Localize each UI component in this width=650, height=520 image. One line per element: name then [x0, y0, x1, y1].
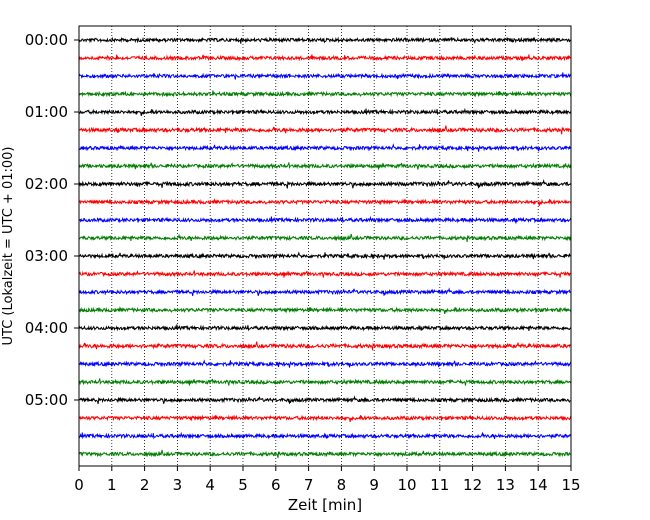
trace-0400	[78, 324, 572, 332]
trace-0030	[78, 72, 572, 80]
trace-0015	[78, 54, 572, 62]
x-tick-label-7: 7	[304, 476, 314, 494]
trace-0430	[78, 359, 572, 368]
x-tick-label-2: 2	[140, 476, 150, 494]
y-axis-label: UTC (Lokalzeit = UTC + 01:00)	[1, 147, 16, 346]
trace-0530	[78, 431, 572, 440]
trace-0445	[78, 378, 572, 386]
trace-0100	[78, 107, 572, 116]
trace-0130	[78, 143, 572, 152]
x-tick-label-8: 8	[337, 476, 347, 494]
x-tick-label-0: 0	[74, 476, 84, 494]
y-axis-ticks: 00:00 01:00 02:00 03:00 04:00 05:00	[25, 31, 79, 409]
trace-0330	[78, 287, 572, 297]
trace-0515	[78, 414, 572, 422]
trace-0300	[78, 251, 572, 260]
trace-0315	[78, 270, 572, 278]
x-tick-label-4: 4	[205, 476, 215, 494]
y-tick-label-3: 03:00	[25, 247, 68, 265]
x-tick-label-10: 10	[397, 476, 416, 494]
x-tick-label-14: 14	[529, 476, 548, 494]
x-axis-label: Zeit [min]	[288, 496, 362, 514]
y-tick-label-4: 04:00	[25, 319, 68, 337]
y-tick-label-0: 00:00	[25, 31, 68, 49]
trace-0230	[78, 215, 572, 225]
vertical-grid	[111, 26, 539, 466]
x-tick-label-3: 3	[173, 476, 183, 494]
trace-0545	[78, 449, 572, 459]
x-tick-label-5: 5	[238, 476, 248, 494]
x-tick-label-11: 11	[430, 476, 449, 494]
x-tick-label-1: 1	[107, 476, 117, 494]
x-tick-label-9: 9	[369, 476, 379, 494]
trace-0045	[78, 90, 572, 98]
y-tick-label-1: 01:00	[25, 103, 68, 121]
x-axis-ticks: 0 1 2 3 4 5 6 7 8 9 10 11 12 13 14 15	[74, 466, 581, 494]
trace-0500	[78, 395, 572, 405]
seismogram-traces	[78, 36, 572, 459]
trace-0115	[78, 125, 572, 135]
trace-0200	[78, 178, 572, 189]
trace-0215	[78, 198, 572, 207]
trace-0415	[78, 341, 572, 351]
y-tick-label-2: 02:00	[25, 175, 68, 193]
x-tick-label-15: 15	[561, 476, 580, 494]
x-tick-label-6: 6	[271, 476, 281, 494]
trace-0145	[78, 162, 572, 170]
plot-frame	[78, 25, 572, 467]
trace-0345	[78, 306, 572, 314]
trace-0245	[78, 233, 572, 242]
trace-0000	[78, 36, 572, 44]
x-tick-label-13: 13	[496, 476, 515, 494]
x-tick-label-12: 12	[463, 476, 482, 494]
y-tick-label-5: 05:00	[25, 391, 68, 409]
